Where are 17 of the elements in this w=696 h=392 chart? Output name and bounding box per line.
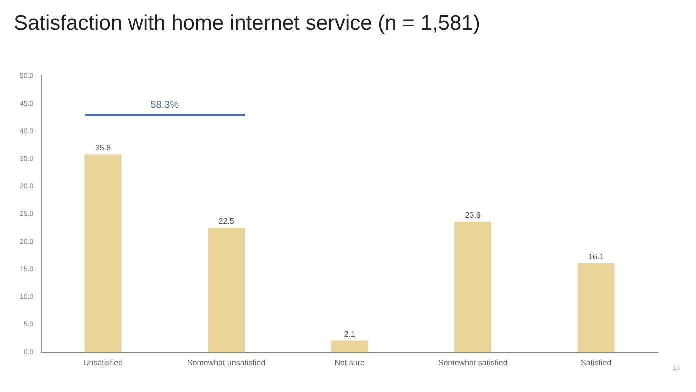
bar xyxy=(454,222,492,352)
bar xyxy=(578,263,615,352)
data-label: 16.1 xyxy=(588,252,605,262)
data-label: 22.5 xyxy=(218,217,235,226)
x-tick-label: Satisfied xyxy=(581,358,612,368)
bar xyxy=(208,228,246,352)
data-label: 23.6 xyxy=(465,211,482,220)
data-label: 2.1 xyxy=(344,330,356,339)
chart-title: Satisfaction with home internet service (n = 1,581) xyxy=(13,11,482,37)
x-tick-label: Somewhat satisfied xyxy=(438,358,508,368)
bar xyxy=(84,154,122,352)
x-tick-label: Somewhat unsatisfied xyxy=(187,358,266,368)
x-tick-label: Unsatisfied xyxy=(83,358,124,368)
bar xyxy=(331,340,368,352)
data-label: 35.8 xyxy=(95,144,112,153)
x-tick-label: Not sure xyxy=(334,358,366,368)
annotation: 58.3% xyxy=(150,100,180,111)
